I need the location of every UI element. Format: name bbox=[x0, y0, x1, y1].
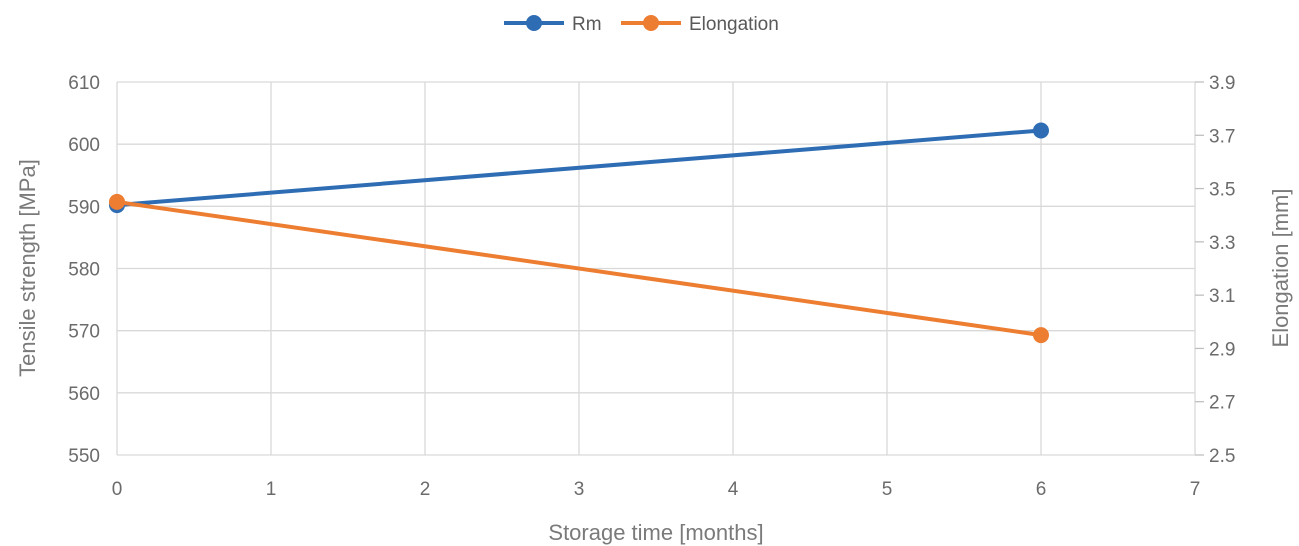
x-tick-label: 4 bbox=[728, 479, 739, 500]
x-tick-label: 7 bbox=[1190, 479, 1201, 500]
right-tick-label: 2.5 bbox=[1209, 446, 1235, 467]
y-axis-title: Tensile strength [MPa] bbox=[15, 159, 40, 377]
left-tick-label: 590 bbox=[68, 197, 100, 218]
legend-label-elongation: Elongation bbox=[689, 14, 779, 35]
right-tick-label: 3.5 bbox=[1209, 180, 1235, 201]
left-axis: 550 560 570 580 590 600 610 bbox=[68, 73, 100, 467]
x-axis-title: Storage time [months] bbox=[548, 520, 763, 545]
right-tick-label: 3.3 bbox=[1209, 233, 1235, 254]
data-point-elongation bbox=[1033, 327, 1049, 344]
right-tick-label: 2.9 bbox=[1209, 339, 1235, 360]
y2-axis-title: Elongation [mm] bbox=[1268, 189, 1293, 348]
left-tick-label: 570 bbox=[68, 322, 100, 343]
series-line-elongation bbox=[115, 199, 1043, 338]
data-point-elongation bbox=[109, 193, 125, 210]
data-point-rm bbox=[1033, 122, 1049, 139]
right-tick-label: 2.7 bbox=[1209, 393, 1235, 414]
series-line-rm bbox=[115, 128, 1043, 208]
legend-marker-elongation bbox=[643, 15, 659, 31]
right-tick-label: 3.7 bbox=[1209, 126, 1235, 147]
left-tick-label: 610 bbox=[68, 73, 100, 94]
x-tick-label: 0 bbox=[112, 479, 123, 500]
left-tick-label: 560 bbox=[68, 384, 100, 405]
legend-label-rm: Rm bbox=[572, 14, 602, 35]
right-tick-label: 3.9 bbox=[1209, 73, 1235, 94]
gridlines bbox=[116, 81, 1196, 456]
right-axis: 2.5 2.7 2.9 3.1 3.3 3.5 3.7 3.9 bbox=[1195, 73, 1235, 467]
left-tick-label: 550 bbox=[68, 446, 100, 467]
legend: Rm Elongation bbox=[504, 14, 779, 35]
left-tick-label: 580 bbox=[68, 260, 100, 281]
x-tick-label: 5 bbox=[882, 479, 893, 500]
x-axis: 0 1 2 3 4 5 6 7 bbox=[112, 479, 1201, 500]
x-tick-label: 1 bbox=[266, 479, 277, 500]
x-tick-label: 3 bbox=[574, 479, 585, 500]
right-tick-label: 3.1 bbox=[1209, 286, 1235, 307]
x-tick-label: 2 bbox=[420, 479, 431, 500]
legend-marker-rm bbox=[526, 15, 542, 31]
series-layer bbox=[109, 122, 1049, 344]
left-tick-label: 600 bbox=[68, 135, 100, 156]
x-tick-label: 6 bbox=[1036, 479, 1047, 500]
